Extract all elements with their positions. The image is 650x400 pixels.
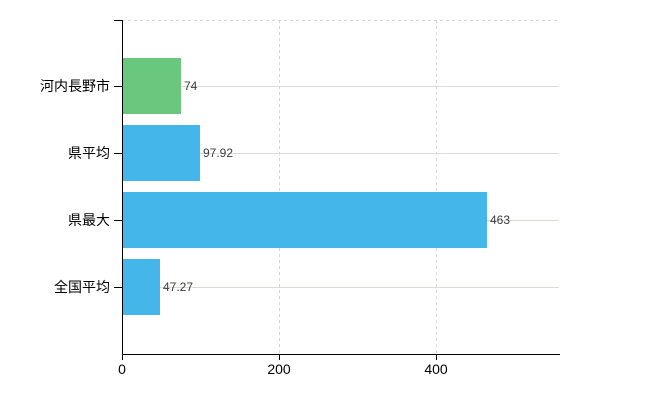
plot-top-border — [122, 20, 559, 21]
y-axis-line — [122, 20, 123, 355]
bar-value-label: 97.92 — [203, 146, 234, 160]
category-label: 全国平均 — [54, 279, 110, 295]
bar — [123, 125, 200, 181]
x-tick — [122, 355, 123, 360]
x-axis-line — [122, 354, 560, 355]
horizontal-gridline — [122, 287, 559, 288]
horizontal-gridline — [122, 86, 559, 87]
x-tick-label: 0 — [118, 361, 126, 377]
x-tick — [279, 355, 280, 360]
bar-value-label: 463 — [490, 213, 511, 227]
vertical-gridline — [279, 20, 280, 354]
y-axis-top-tick — [114, 20, 122, 21]
category-tick — [114, 86, 122, 87]
bar-value-label: 47.27 — [163, 280, 194, 294]
vertical-gridline — [436, 20, 437, 354]
category-tick — [114, 153, 122, 154]
bar-value-label: 74 — [184, 79, 198, 93]
category-tick — [114, 220, 122, 221]
category-label: 県平均 — [68, 145, 110, 161]
bar — [123, 58, 181, 114]
category-tick — [114, 287, 122, 288]
horizontal-gridline — [122, 153, 559, 154]
x-tick — [436, 355, 437, 360]
x-tick-label: 400 — [424, 361, 448, 377]
bar — [123, 259, 160, 315]
category-label: 河内長野市 — [40, 78, 110, 94]
category-label: 県最大 — [68, 212, 110, 228]
bar — [123, 192, 487, 248]
x-tick-label: 200 — [267, 361, 291, 377]
